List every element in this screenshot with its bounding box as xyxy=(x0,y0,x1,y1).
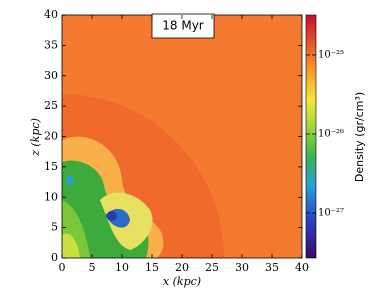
x-tick-label: 30 xyxy=(235,261,249,274)
y-axis-label: z (kpc) xyxy=(29,118,42,157)
colorbar-tick-label: 10⁻²⁵ xyxy=(318,49,344,60)
y-tick-label: 20 xyxy=(44,130,58,143)
x-tick-label: 5 xyxy=(89,261,96,274)
annotation-box xyxy=(151,13,215,39)
x-tick-label: 20 xyxy=(175,261,189,274)
y-tick-label: 5 xyxy=(51,221,58,234)
x-tick-label: 40 xyxy=(295,261,309,274)
x-tick-label: 10 xyxy=(115,261,129,274)
colorbar xyxy=(305,14,317,259)
x-tick-label: 25 xyxy=(205,261,219,274)
colorbar-tick-label: 10⁻²⁶ xyxy=(318,128,344,139)
density-field xyxy=(62,15,302,258)
y-tick-label: 10 xyxy=(44,190,58,203)
x-tick-label: 15 xyxy=(145,261,159,274)
x-tick-label: 35 xyxy=(265,261,279,274)
annotation: 18 Myr xyxy=(162,19,204,33)
y-tick-label: 40 xyxy=(44,8,58,21)
y-tick-label: 35 xyxy=(44,38,58,51)
y-tick-label: 0 xyxy=(51,251,58,264)
x-axis-label: x (kpc) xyxy=(163,275,201,288)
y-tick-label: 30 xyxy=(44,69,58,82)
x-tick-label: 0 xyxy=(59,261,66,274)
colorbar-label: Density (gr/cm³) xyxy=(353,92,366,182)
y-tick-label: 15 xyxy=(44,160,58,173)
colorbar-tick-label: 10⁻²⁷ xyxy=(318,208,344,219)
y-tick-label: 25 xyxy=(44,99,58,112)
